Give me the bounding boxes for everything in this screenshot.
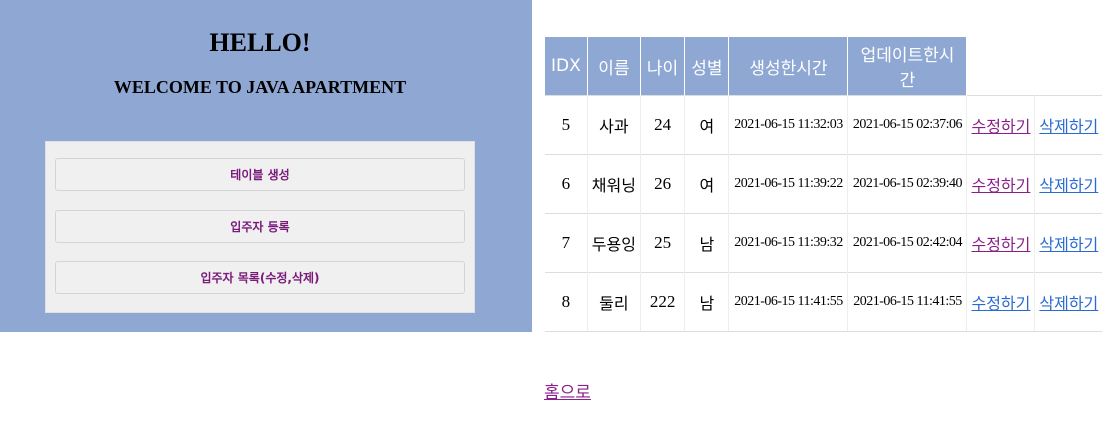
delete-link[interactable]: 삭제하기	[1039, 235, 1099, 254]
hello-heading: HELLO!	[209, 28, 311, 57]
table-row: 6 채워닝 26 여 2021-06-15 11:39:22 2021-06-1…	[545, 154, 1103, 214]
header-actions	[966, 37, 1103, 96]
edit-link[interactable]: 수정하기	[971, 294, 1031, 313]
register-resident-button[interactable]: 입주자 등록	[55, 210, 465, 243]
header-updated: 업데이트한시간	[847, 37, 968, 96]
cell-name: 사과	[587, 95, 641, 155]
cell-gender: 여	[684, 95, 730, 155]
cell-name: 두용잉	[587, 213, 641, 273]
cell-edit: 수정하기	[966, 95, 1036, 155]
resident-table: IDX 이름 나이 성별 생성한시간 업데이트한시간 5 사과 24 여 202…	[545, 37, 1103, 332]
delete-link[interactable]: 삭제하기	[1039, 294, 1099, 313]
welcome-heading: WELCOME TO JAVA APARTMENT	[113, 77, 407, 97]
cell-name: 둘리	[587, 272, 641, 332]
cell-age: 24	[640, 95, 686, 155]
cell-created: 2021-06-15 11:32:03	[728, 95, 849, 155]
header-idx: IDX	[545, 37, 588, 96]
cell-gender: 남	[684, 213, 730, 273]
cell-updated: 2021-06-15 11:41:55	[847, 272, 968, 332]
cell-age: 222	[640, 272, 686, 332]
cell-idx: 6	[545, 154, 588, 214]
cell-gender: 여	[684, 154, 730, 214]
home-link[interactable]: 홈으로	[544, 383, 591, 403]
cell-updated: 2021-06-15 02:37:06	[847, 95, 968, 155]
edit-link[interactable]: 수정하기	[971, 235, 1031, 254]
cell-name: 채워닝	[587, 154, 641, 214]
resident-table-container: IDX 이름 나이 성별 생성한시간 업데이트한시간 5 사과 24 여 202…	[545, 37, 1103, 332]
cell-gender: 남	[684, 272, 730, 332]
cell-delete: 삭제하기	[1034, 154, 1103, 214]
cell-delete: 삭제하기	[1034, 95, 1103, 155]
cell-created: 2021-06-15 11:39:22	[728, 154, 849, 214]
cell-edit: 수정하기	[966, 213, 1036, 273]
table-header-row: IDX 이름 나이 성별 생성한시간 업데이트한시간	[545, 37, 1103, 96]
cell-idx: 5	[545, 95, 588, 155]
cell-updated: 2021-06-15 02:39:40	[847, 154, 968, 214]
cell-delete: 삭제하기	[1034, 272, 1103, 332]
table-row: 8 둘리 222 남 2021-06-15 11:41:55 2021-06-1…	[545, 272, 1103, 332]
cell-age: 25	[640, 213, 686, 273]
cell-edit: 수정하기	[966, 272, 1036, 332]
table-row: 5 사과 24 여 2021-06-15 11:32:03 2021-06-15…	[545, 95, 1103, 155]
delete-link[interactable]: 삭제하기	[1039, 117, 1099, 136]
cell-age: 26	[640, 154, 686, 214]
cell-created: 2021-06-15 11:39:32	[728, 213, 849, 273]
header-age: 나이	[640, 37, 686, 96]
cell-edit: 수정하기	[966, 154, 1036, 214]
create-table-button[interactable]: 테이블 생성	[55, 158, 465, 191]
menu-box: 테이블 생성 입주자 등록 입주자 목록(수정,삭제)	[45, 141, 475, 313]
header-gender: 성별	[684, 37, 730, 96]
welcome-panel: HELLO! WELCOME TO JAVA APARTMENT 테이블 생성 …	[0, 0, 532, 332]
table-row: 7 두용잉 25 남 2021-06-15 11:39:32 2021-06-1…	[545, 213, 1103, 273]
edit-link[interactable]: 수정하기	[971, 176, 1031, 195]
cell-delete: 삭제하기	[1034, 213, 1103, 273]
delete-link[interactable]: 삭제하기	[1039, 176, 1099, 195]
resident-list-button[interactable]: 입주자 목록(수정,삭제)	[55, 261, 465, 294]
header-created: 생성한시간	[728, 37, 849, 96]
cell-created: 2021-06-15 11:41:55	[728, 272, 849, 332]
cell-idx: 8	[545, 272, 588, 332]
header-name: 이름	[587, 37, 641, 96]
cell-idx: 7	[545, 213, 588, 273]
cell-updated: 2021-06-15 02:42:04	[847, 213, 968, 273]
edit-link[interactable]: 수정하기	[971, 117, 1031, 136]
